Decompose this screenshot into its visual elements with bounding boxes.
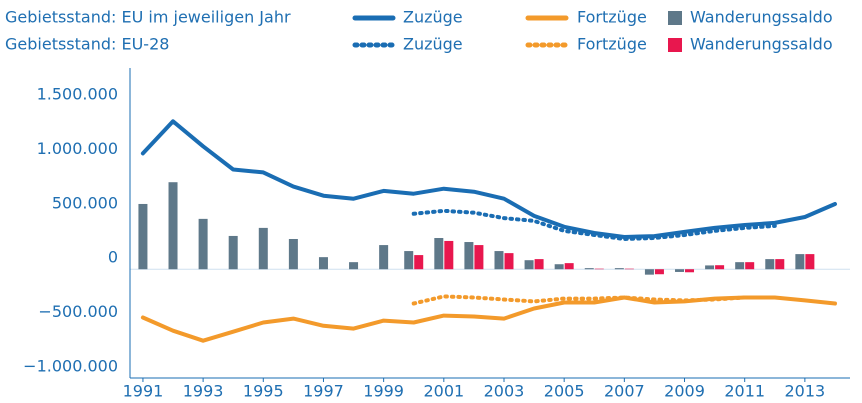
bar bbox=[464, 242, 474, 270]
x-tick-label: 1995 bbox=[243, 382, 284, 401]
bar bbox=[168, 182, 178, 270]
bar bbox=[644, 269, 654, 275]
bar bbox=[434, 238, 444, 270]
y-tick-label: −500.000 bbox=[38, 302, 118, 321]
bar bbox=[654, 269, 664, 275]
dotted-line bbox=[411, 208, 777, 241]
bar bbox=[675, 269, 685, 272]
bar bbox=[228, 235, 238, 270]
bar bbox=[288, 238, 298, 270]
bar bbox=[258, 227, 268, 270]
bar bbox=[624, 268, 634, 270]
line bbox=[140, 119, 837, 239]
legend-label: Zuzüge bbox=[403, 35, 463, 54]
bar bbox=[685, 269, 695, 273]
x-tick-label: 2001 bbox=[423, 382, 464, 401]
bar bbox=[564, 263, 574, 270]
bar bbox=[138, 203, 148, 270]
y-tick-label: 0 bbox=[108, 248, 118, 267]
x-tick-label: 2005 bbox=[544, 382, 585, 401]
bar bbox=[534, 259, 544, 270]
bar bbox=[705, 265, 715, 270]
dotted-line bbox=[411, 294, 777, 306]
bar bbox=[584, 268, 594, 270]
legend-label: Wanderungssaldo bbox=[690, 8, 833, 27]
bar bbox=[614, 268, 624, 270]
y-tick-label: 500.000 bbox=[52, 193, 118, 212]
legend-label: Zuzüge bbox=[403, 8, 463, 27]
legend-label: Wanderungssaldo bbox=[690, 35, 833, 54]
x-tick-label: 1991 bbox=[123, 382, 164, 401]
line bbox=[140, 295, 837, 343]
bar bbox=[198, 218, 208, 270]
bar bbox=[594, 268, 604, 270]
y-tick-label: −1.000.000 bbox=[23, 357, 118, 376]
bar bbox=[349, 262, 359, 270]
bar bbox=[765, 259, 775, 270]
y-tick-label: 1.000.000 bbox=[37, 139, 118, 158]
bar bbox=[414, 255, 424, 270]
bar bbox=[379, 245, 389, 270]
bar bbox=[805, 254, 815, 270]
bar bbox=[735, 262, 745, 270]
legend-group-label: Gebietsstand: EU im jeweiligen Jahr bbox=[5, 8, 291, 27]
legend-group-label: Gebietsstand: EU-28 bbox=[5, 35, 169, 54]
bar bbox=[504, 253, 514, 270]
x-tick-label: 2011 bbox=[724, 382, 765, 401]
legend-swatch bbox=[668, 38, 682, 52]
bar bbox=[715, 265, 725, 270]
bar bbox=[494, 251, 504, 270]
y-tick-label: 1.500.000 bbox=[37, 85, 118, 104]
x-tick-label: 2007 bbox=[604, 382, 645, 401]
x-tick-label: 1993 bbox=[183, 382, 224, 401]
bar bbox=[444, 240, 454, 270]
legend-label: Fortzüge bbox=[577, 8, 647, 27]
x-tick-label: 1997 bbox=[303, 382, 344, 401]
x-tick-label: 2003 bbox=[484, 382, 525, 401]
bar bbox=[775, 259, 785, 270]
bar bbox=[795, 254, 805, 270]
bar bbox=[474, 245, 484, 270]
x-tick-label: 2013 bbox=[785, 382, 826, 401]
legend-swatch bbox=[668, 11, 682, 25]
legend-label: Fortzüge bbox=[577, 35, 647, 54]
x-tick-label: 2009 bbox=[664, 382, 705, 401]
bar bbox=[318, 257, 328, 270]
bar bbox=[554, 264, 564, 270]
bar bbox=[524, 260, 534, 270]
bar bbox=[745, 262, 755, 270]
bar bbox=[404, 251, 414, 270]
x-tick-label: 1999 bbox=[363, 382, 404, 401]
